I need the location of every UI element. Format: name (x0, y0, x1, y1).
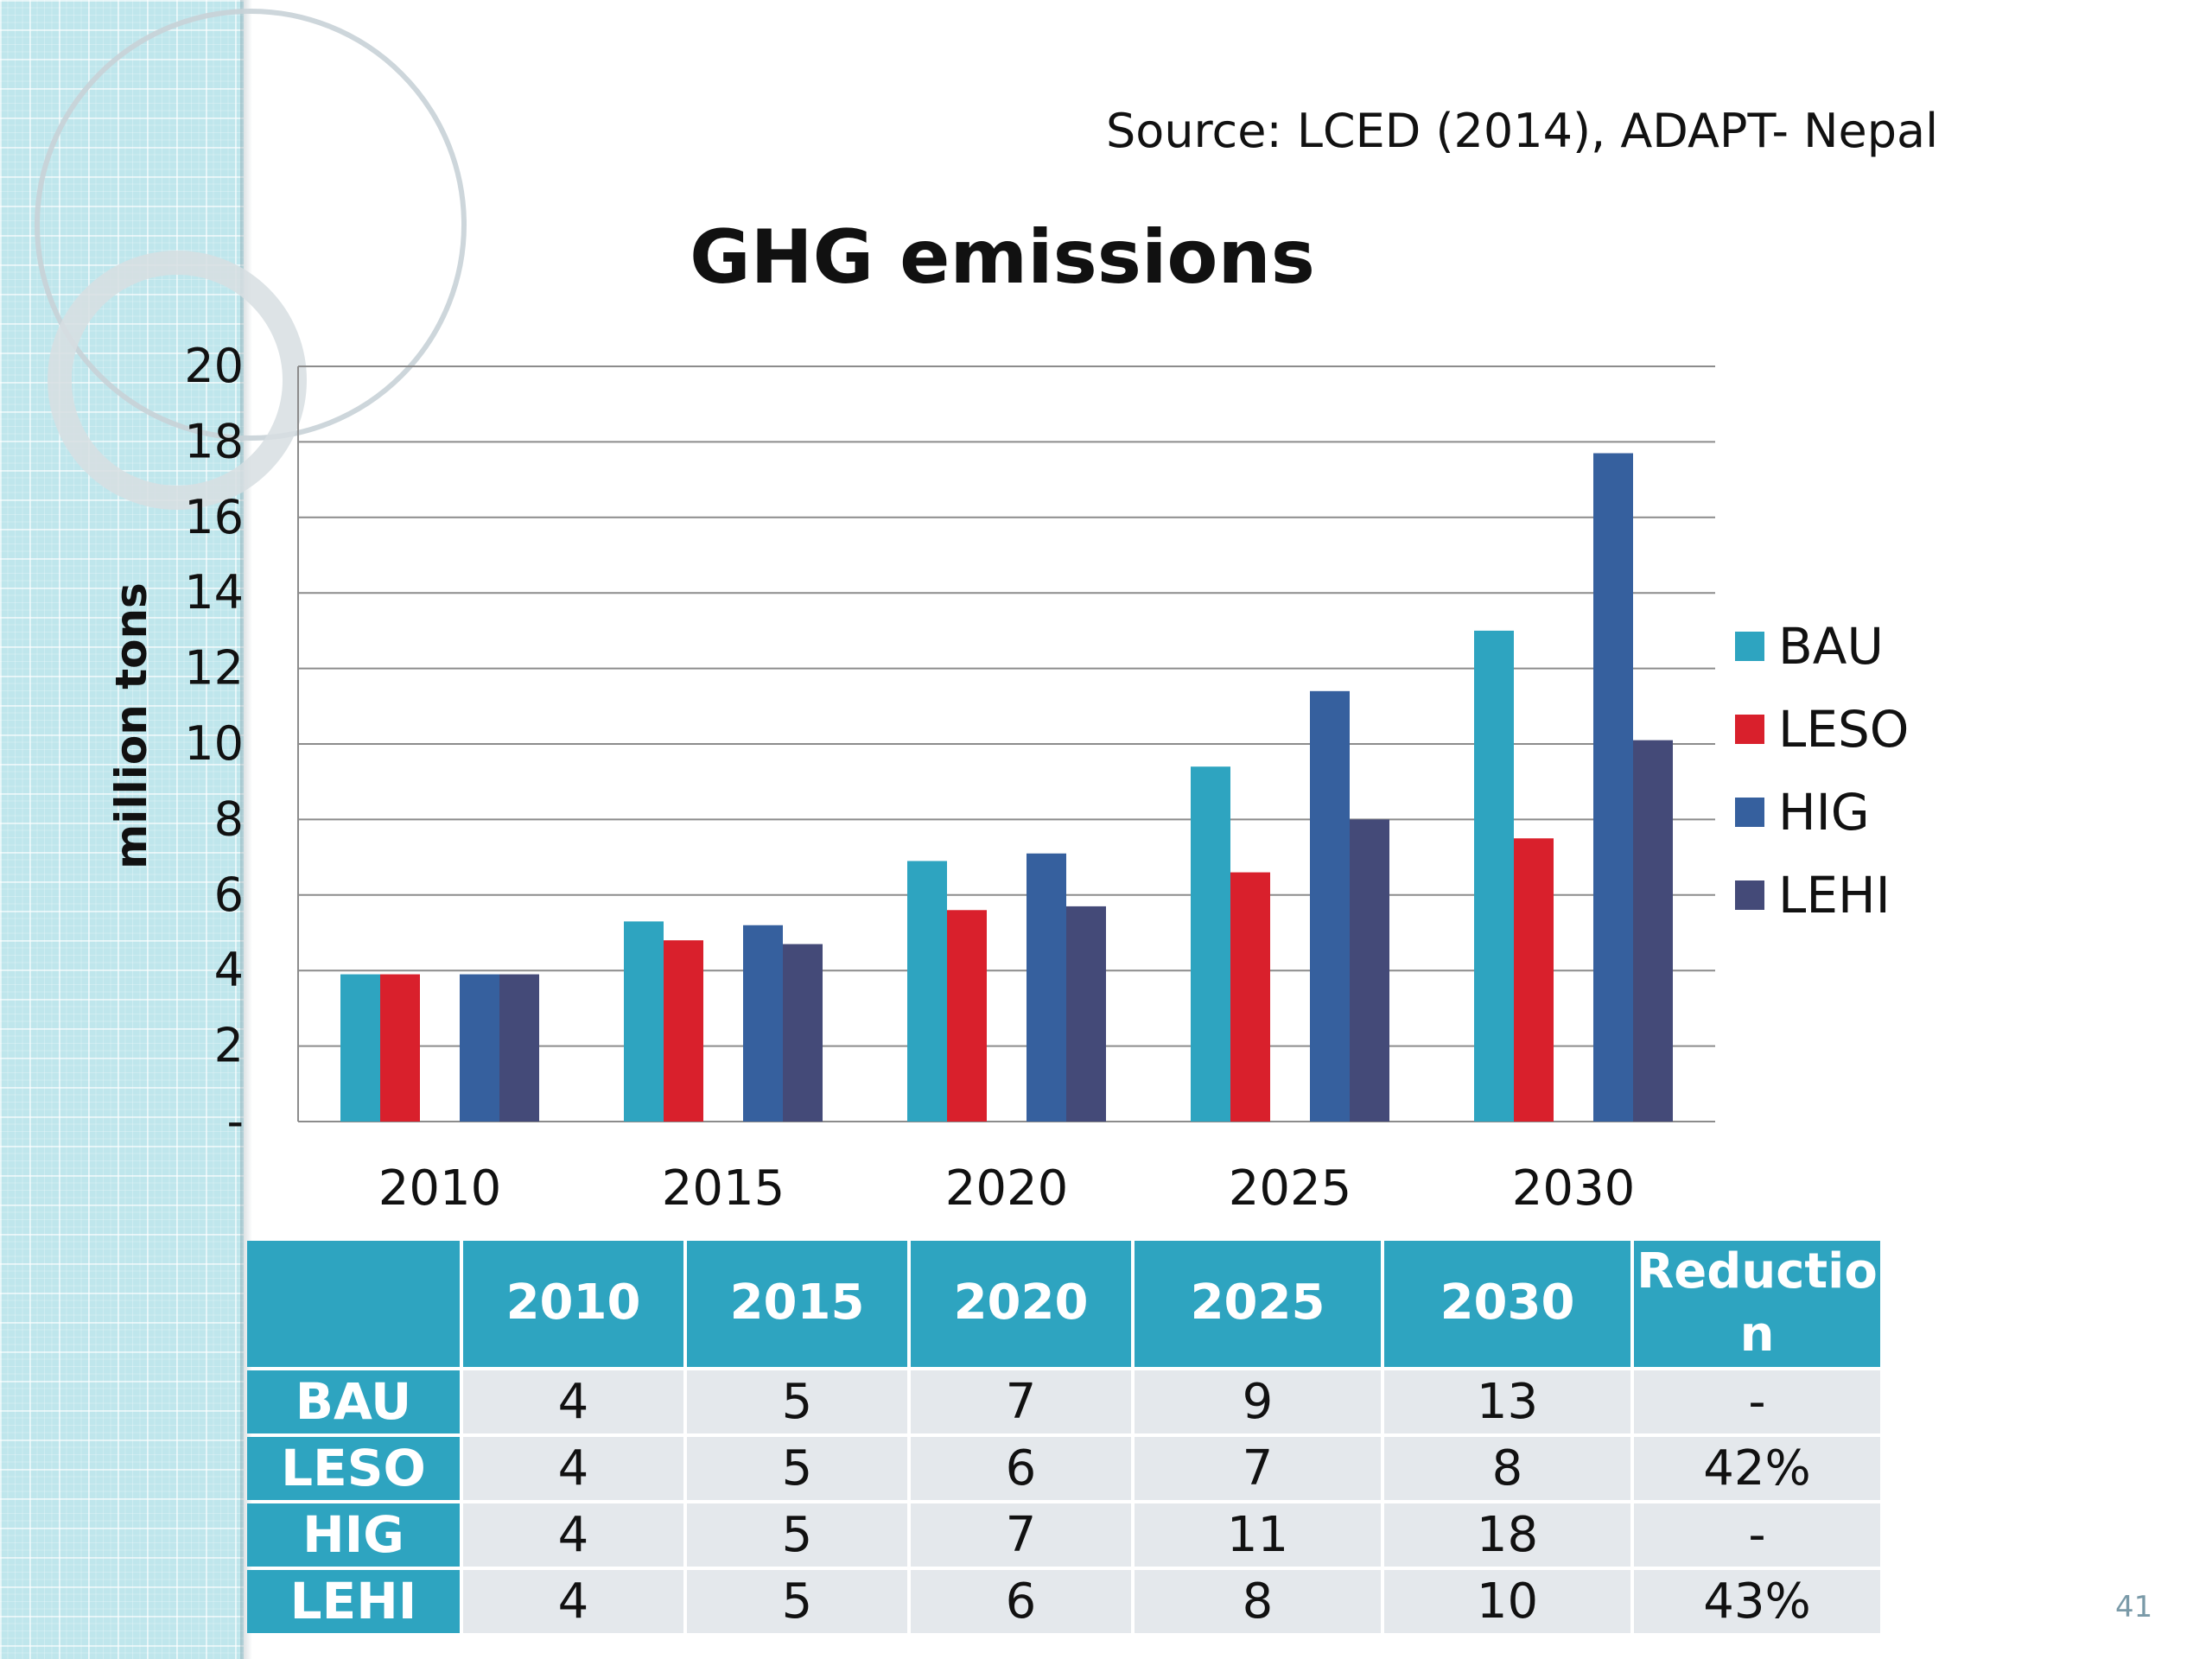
y-tick-label: - (227, 1094, 245, 1148)
bar-lehi (1350, 819, 1389, 1122)
bar-leso (664, 940, 703, 1122)
table-cell: 13 (1384, 1370, 1630, 1433)
table-cell: 8 (1135, 1569, 1381, 1633)
table-cell: 4 (463, 1569, 683, 1633)
row-label: HIG (247, 1503, 460, 1567)
table-cell: - (1634, 1503, 1880, 1567)
table-row: LEHI 4 5 6 8 10 43% (247, 1569, 1880, 1633)
bar-hig (460, 974, 499, 1122)
table-cell: 7 (911, 1370, 1131, 1433)
y-tick-label: 10 (184, 716, 244, 771)
table-cell: 5 (687, 1436, 907, 1500)
x-tick-label: 2020 (945, 1160, 1069, 1217)
table-cell: 42% (1634, 1436, 1880, 1500)
table-cell: - (1634, 1370, 1880, 1433)
bar-chart: - 2 4 6 8 10 12 14 16 18 20 2010 2015 2020 2025 2030 (184, 339, 1715, 1217)
table-cell: 4 (463, 1503, 683, 1567)
bar-bau (907, 861, 947, 1122)
table-header-cell: 2030 (1384, 1241, 1630, 1367)
y-tick-label: 8 (214, 791, 244, 846)
table-header-cell: Reductio n (1634, 1241, 1880, 1367)
y-tick-label: 12 (184, 641, 244, 696)
bar-bau (340, 974, 380, 1122)
table-cell: 10 (1384, 1569, 1630, 1633)
bar-hig (1593, 453, 1633, 1122)
bar-lehi (499, 974, 539, 1122)
table-cell: 5 (687, 1569, 907, 1633)
legend-item-bau: BAU (1735, 605, 1909, 688)
table-header-row: 2010 2015 2020 2025 2030 Reductio n (247, 1241, 1880, 1367)
chart-title: GHG emissions (690, 214, 1315, 301)
table-row: HIG 4 5 7 11 18 - (247, 1503, 1880, 1567)
table-row: LESO 4 5 6 7 8 42% (247, 1436, 1880, 1500)
x-tick-label: 2010 (378, 1160, 502, 1217)
table-cell: 8 (1384, 1436, 1630, 1500)
table-header-cell: 2010 (463, 1241, 683, 1367)
bar-bau (1474, 630, 1514, 1122)
emissions-table: 2010 2015 2020 2025 2030 Reductio n BAU … (244, 1237, 1884, 1637)
bar-lehi (1633, 740, 1673, 1122)
table-cell: 4 (463, 1370, 683, 1433)
bar-leso (1514, 838, 1554, 1122)
row-label: BAU (247, 1370, 460, 1433)
legend-label: HIG (1778, 783, 1870, 842)
table-cell: 11 (1135, 1503, 1381, 1567)
source-note: Source: LCED (2014), ADAPT- Nepal (1106, 104, 1939, 158)
table-header-cell: 2020 (911, 1241, 1131, 1367)
bar-bau (1191, 766, 1230, 1122)
table-header-cell (247, 1241, 460, 1367)
y-tick-label: 16 (184, 490, 244, 544)
page-number: 41 (2115, 1590, 2153, 1624)
y-tick-label: 4 (214, 943, 244, 997)
legend-label: BAU (1778, 617, 1884, 676)
table-cell: 5 (687, 1370, 907, 1433)
bar-bau (624, 921, 664, 1122)
table-row: BAU 4 5 7 9 13 - (247, 1370, 1880, 1433)
legend-item-lehi: LEHI (1735, 854, 1909, 937)
y-tick-label: 6 (214, 868, 244, 922)
bar-hig (1027, 853, 1066, 1122)
bar-leso (1230, 872, 1270, 1122)
table-cell: 7 (1135, 1436, 1381, 1500)
legend-swatch (1735, 880, 1764, 910)
chart-legend: BAU LESO HIG LEHI (1735, 605, 1909, 937)
legend-label: LEHI (1778, 866, 1891, 925)
x-tick-label: 2025 (1229, 1160, 1352, 1217)
y-tick-label: 14 (184, 565, 244, 620)
row-label: LEHI (247, 1569, 460, 1633)
bar-hig (1310, 690, 1350, 1122)
bar-leso (947, 910, 987, 1122)
table-cell: 4 (463, 1436, 683, 1500)
table-header-cell: 2025 (1135, 1241, 1381, 1367)
legend-swatch (1735, 715, 1764, 744)
row-label: LESO (247, 1436, 460, 1500)
legend-swatch (1735, 632, 1764, 661)
table-cell: 18 (1384, 1503, 1630, 1567)
table-header-cell: 2015 (687, 1241, 907, 1367)
table-cell: 7 (911, 1503, 1131, 1567)
bar-hig (743, 925, 783, 1122)
legend-item-leso: LESO (1735, 688, 1909, 771)
table-cell: 6 (911, 1569, 1131, 1633)
bar-leso (380, 974, 420, 1122)
table-cell: 43% (1634, 1569, 1880, 1633)
table-cell: 6 (911, 1436, 1131, 1500)
y-tick-label: 2 (214, 1019, 244, 1073)
table-cell: 5 (687, 1503, 907, 1567)
table-cell: 9 (1135, 1370, 1381, 1433)
y-tick-label: 20 (184, 339, 244, 393)
legend-item-hig: HIG (1735, 771, 1909, 854)
bar-lehi (1066, 906, 1106, 1122)
legend-label: LESO (1778, 700, 1910, 759)
x-tick-label: 2030 (1512, 1160, 1636, 1217)
y-tick-label: 18 (184, 414, 244, 468)
legend-swatch (1735, 798, 1764, 827)
x-tick-label: 2015 (662, 1160, 785, 1217)
bar-lehi (783, 944, 823, 1122)
